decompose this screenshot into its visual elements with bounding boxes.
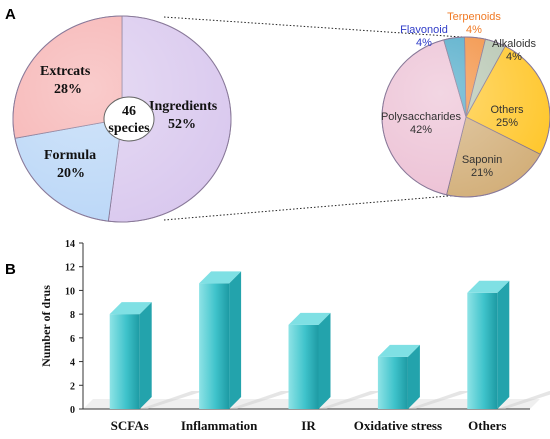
slice-percent-polysaccharides: 42% [410, 124, 432, 136]
x-category-ir: IR [301, 418, 316, 433]
bar-top-others [467, 280, 510, 293]
x-category-inflammation: Inflammation [181, 418, 258, 433]
bar-ir [288, 324, 319, 409]
pie-chart-sources-labels: Extrcats 28% Ingredients 52% Formula 20%… [40, 64, 218, 181]
bar-side-others [497, 280, 510, 409]
slice-percent-formula: 20% [57, 166, 85, 181]
pie-chart-sources [12, 15, 232, 223]
bar-chart: 0 2 4 6 8 10 12 14 SCFAs Inflammation IR Oxidative… [39, 239, 550, 433]
pie-center-count: 46 [122, 104, 136, 119]
y-tick-label: 14 [65, 239, 75, 250]
bars [109, 271, 550, 409]
y-tick-labels: 0 2 4 6 8 10 12 14 [65, 239, 83, 416]
bar-others [467, 292, 498, 409]
bar-inflammation [199, 283, 230, 409]
x-category-oxidative-stress: Oxidative stress [354, 418, 442, 433]
slice-label-ingredients: Ingredients [149, 99, 218, 114]
slice-label-extrcats: Extrcats [40, 64, 91, 79]
slice-percent-extrcats: 28% [54, 82, 82, 97]
bar-top-oxidative-stress [377, 344, 420, 357]
bar-scfas [109, 314, 140, 409]
y-tick-label: 0 [70, 405, 75, 416]
pie-center-ellipse [103, 96, 155, 142]
connector-line-top [163, 16, 463, 38]
bar-side-oxidative-stress [407, 344, 420, 409]
slice-label-flavonoid: Flavonoid [400, 24, 448, 36]
bar-shadow-oxidative-stress [407, 391, 472, 409]
bar-side-ir [318, 312, 331, 409]
bar-side-inflammation [229, 271, 242, 409]
bar-shadow-others [497, 391, 550, 409]
y-tick-label: 4 [70, 358, 75, 369]
bar-top-inflammation [199, 271, 242, 284]
slice-label-saponin: Saponin [462, 154, 502, 166]
slice-label-polysaccharides: Polysaccharides [381, 111, 462, 123]
bar-shadow-inflammation [229, 391, 294, 409]
slice-label-alkaloids: Alkaloids [492, 38, 537, 50]
bar-shadow-ir [318, 391, 383, 409]
bar-shadow-scfas [139, 391, 204, 409]
x-category-scfas: SCFAs [111, 418, 149, 433]
slice-label-others: Others [490, 104, 524, 116]
bar-side-scfas [139, 302, 152, 409]
y-tick-label: 12 [65, 263, 75, 274]
slice-percent-saponin: 21% [471, 167, 493, 179]
y-tick-label: 10 [65, 286, 75, 297]
slice-label-formula: Formula [44, 148, 96, 163]
slice-percent-flavonoid: 4% [416, 37, 432, 49]
y-tick-label: 8 [70, 310, 75, 321]
y-axis-label: Number of drus [39, 285, 53, 367]
slice-percent-terpenoids: 4% [466, 24, 482, 36]
pie-center-unit: species [108, 121, 150, 136]
slice-percent-others: 25% [496, 117, 518, 129]
slice-percent-ingredients: 52% [168, 117, 196, 132]
bar-top-ir [288, 312, 331, 325]
pie-chart-ingredients [381, 36, 550, 198]
slice-label-terpenoids: Terpenoids [447, 11, 501, 23]
connector-line-bottom [163, 194, 461, 221]
pie-highlight [381, 36, 550, 198]
bar-top-scfas [109, 302, 152, 315]
y-tick-label: 2 [70, 381, 75, 392]
x-category-others: Others [468, 418, 506, 433]
x-category-labels: SCFAs Inflammation IR Oxidative stress Other… [111, 418, 507, 433]
panel-label-a: A [5, 6, 16, 23]
y-tick-label: 6 [70, 334, 75, 345]
slice-percent-alkaloids: 4% [506, 51, 522, 63]
pie-chart-ingredients-labels: Terpenoids 4% Flavonoid 4% Alkaloids 4% … [381, 11, 537, 179]
bar-oxidative-stress [377, 356, 408, 409]
panel-label-b: B [5, 261, 16, 278]
